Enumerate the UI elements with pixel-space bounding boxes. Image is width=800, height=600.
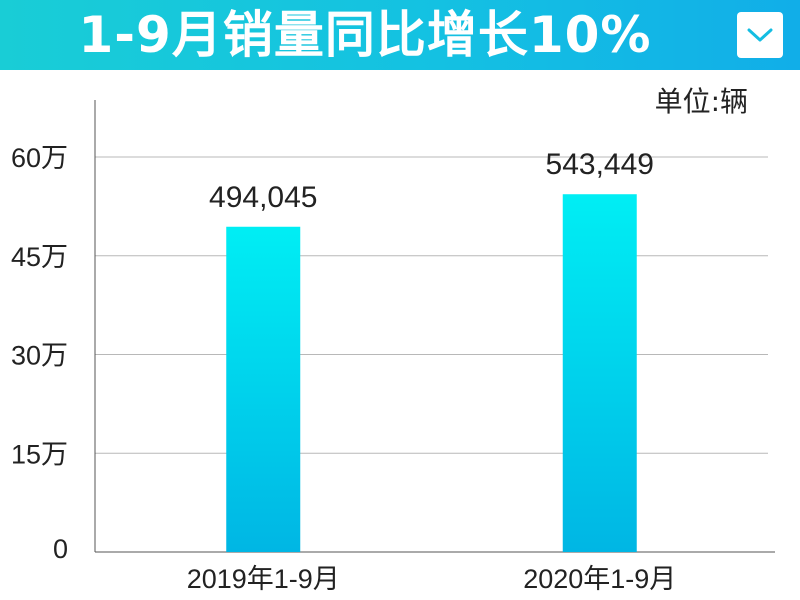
x-tick-label: 2019年1-9月 bbox=[187, 564, 340, 594]
chart-title: 1-9月销量同比增长10% bbox=[78, 6, 652, 64]
chevron-down-icon bbox=[747, 28, 773, 42]
x-tick-label: 2020年1-9月 bbox=[523, 564, 676, 594]
bar bbox=[226, 226, 301, 552]
unit-label: 单位:辆 bbox=[654, 85, 748, 118]
y-tick-label: 60万 bbox=[11, 143, 68, 173]
axes bbox=[94, 100, 775, 553]
bars bbox=[226, 194, 637, 552]
bar-value-label: 494,045 bbox=[209, 181, 317, 214]
y-tick-label: 15万 bbox=[11, 439, 68, 469]
y-tick-label: 30万 bbox=[11, 341, 68, 371]
bar-value-label: 543,449 bbox=[546, 148, 654, 181]
y-tick-label: 0 bbox=[53, 534, 68, 564]
labels: 0 15万 30万 45万 60万 494,045 2019年1-9月 543,449 2020… bbox=[11, 143, 676, 594]
y-tick-label: 45万 bbox=[11, 242, 68, 272]
gridlines bbox=[95, 156, 768, 454]
dropdown-button[interactable] bbox=[737, 12, 783, 58]
bar bbox=[562, 194, 637, 552]
chart-header: 1-9月销量同比增长10% bbox=[0, 0, 800, 70]
